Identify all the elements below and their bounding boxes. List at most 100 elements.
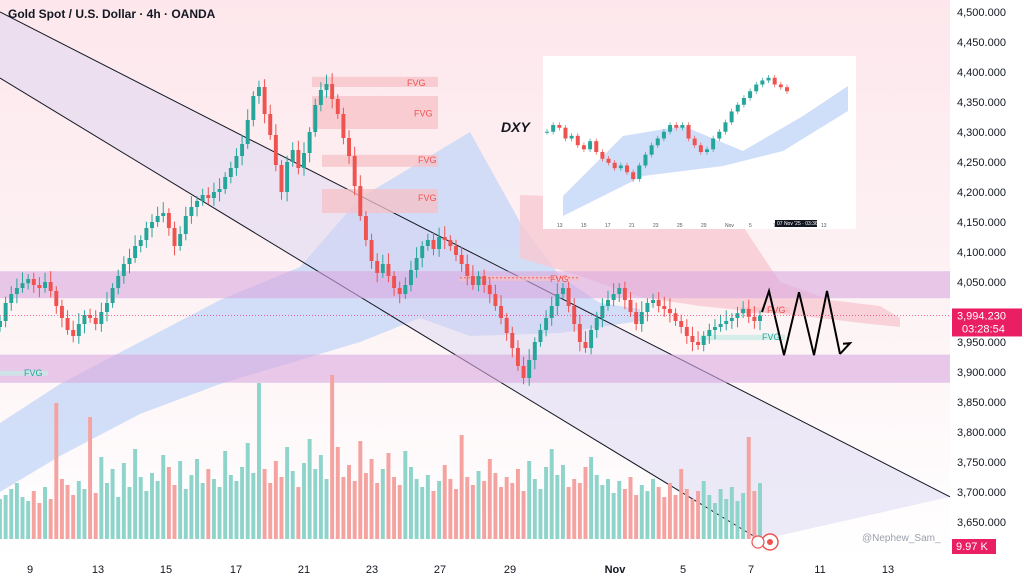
volume-bar	[228, 475, 233, 539]
candle-body	[31, 279, 36, 285]
volume-bar	[183, 489, 188, 539]
volume-bar	[31, 491, 36, 539]
time-axis[interactable]: 9 13 15 17 21 23 27 29 Nov 5 7 11 13	[0, 560, 950, 581]
candle-body	[352, 156, 357, 186]
candle-body	[684, 327, 689, 336]
price-tick-label: 3,900.000	[957, 367, 1006, 379]
candle-body	[454, 246, 458, 255]
supply-demand-zones[interactable]	[0, 271, 950, 383]
volume-bar	[431, 491, 436, 539]
candle-body	[403, 285, 408, 294]
time-axis-background	[0, 560, 950, 581]
volume-bar	[59, 479, 64, 539]
bell-icon	[751, 535, 765, 549]
price-tick-label: 3,800.000	[957, 427, 1006, 439]
candle-body	[88, 315, 93, 318]
inset-candle	[655, 138, 660, 146]
volume-bar	[555, 475, 560, 539]
volume-bar	[729, 487, 734, 539]
volume-bar	[0, 499, 2, 539]
candle-body	[37, 285, 42, 288]
price-tick-label: 3,750.000	[957, 457, 1006, 469]
volume-bar	[521, 491, 526, 539]
volume-bar	[651, 479, 656, 539]
volume-bar	[127, 487, 132, 539]
inset-candle	[680, 125, 685, 128]
volume-bar	[347, 465, 352, 539]
volume-bar	[223, 451, 228, 539]
channel-lower-line	[0, 77, 761, 541]
candle-body	[256, 87, 261, 96]
candle-body	[358, 186, 363, 216]
candle-body	[510, 333, 515, 348]
candle-body	[296, 150, 301, 168]
candle-body	[577, 324, 582, 342]
price-axis[interactable]: 3,650.000 3,700.000 3,750.000 3,800.000 3,85…	[950, 0, 1024, 581]
volume-bar	[155, 481, 160, 539]
volume-bar	[48, 499, 53, 539]
candle-body	[667, 309, 672, 314]
volume-bar	[606, 479, 610, 539]
candle-body	[758, 315, 762, 321]
time-tick-label: Nov	[605, 564, 627, 576]
volume-bar	[403, 451, 408, 539]
volume-bar	[510, 483, 515, 539]
candle-body	[397, 288, 402, 294]
candle-body	[9, 294, 14, 303]
volume-bar	[414, 479, 419, 539]
alert-icons[interactable]	[751, 533, 779, 551]
volume-bar	[617, 481, 622, 539]
candle-body	[104, 303, 109, 312]
candle-body	[487, 285, 492, 294]
volume-bar	[679, 469, 684, 539]
volume-bar	[273, 461, 278, 539]
candle-body	[465, 264, 470, 276]
volume-bar	[234, 481, 239, 539]
candle-body	[504, 318, 509, 333]
candle-body	[696, 342, 701, 345]
zone-0	[0, 271, 950, 299]
volume-bar	[420, 487, 425, 539]
volume-bar	[746, 437, 751, 539]
candle-body	[0, 321, 2, 327]
volume-bar	[256, 383, 261, 539]
projection-zigzag[interactable]	[761, 287, 853, 356]
volume-bar	[116, 497, 121, 539]
volume-bar	[200, 483, 205, 539]
candle-body	[76, 324, 81, 336]
volume-bar	[707, 495, 712, 539]
fvg-boxes[interactable]: FVG FVG FVG FVG FVG FVG FVG FVG	[0, 76, 790, 378]
fvg-box-1	[312, 96, 438, 129]
inset-tick-label: 7	[773, 223, 776, 229]
volume-bar	[408, 467, 413, 539]
inset-candle	[637, 165, 642, 179]
volume-bar	[251, 473, 256, 539]
candle-body	[628, 300, 633, 312]
volume-bar	[302, 463, 306, 539]
time-tick-label: 5	[680, 564, 686, 576]
inset-candle	[741, 98, 746, 105]
volume-bar	[313, 469, 318, 539]
chart-title: Gold Spot / U.S. Dollar · 4h · OANDA	[8, 7, 216, 21]
volume-bar	[690, 499, 695, 539]
candle-body	[645, 303, 650, 312]
candle-body	[223, 177, 228, 189]
volume-bar	[285, 447, 290, 539]
volume-bar	[318, 455, 323, 539]
price-tick-label: 4,350.000	[957, 97, 1006, 109]
volume-bar	[437, 481, 442, 539]
author-watermark: @Nephew_Sam_	[862, 533, 941, 544]
volume-bar	[380, 469, 385, 539]
candle-body	[583, 342, 588, 348]
volume-bar	[583, 467, 588, 539]
candle-body	[172, 228, 177, 246]
inset-candle	[563, 127, 568, 139]
volume-bar	[392, 477, 397, 539]
candle-body	[59, 306, 64, 318]
candle-body	[589, 330, 594, 348]
candle-body	[307, 132, 312, 153]
volume-label-value: 9.97 K	[956, 541, 988, 553]
time-tick-label: 17	[230, 564, 242, 576]
candle-body	[515, 348, 520, 366]
